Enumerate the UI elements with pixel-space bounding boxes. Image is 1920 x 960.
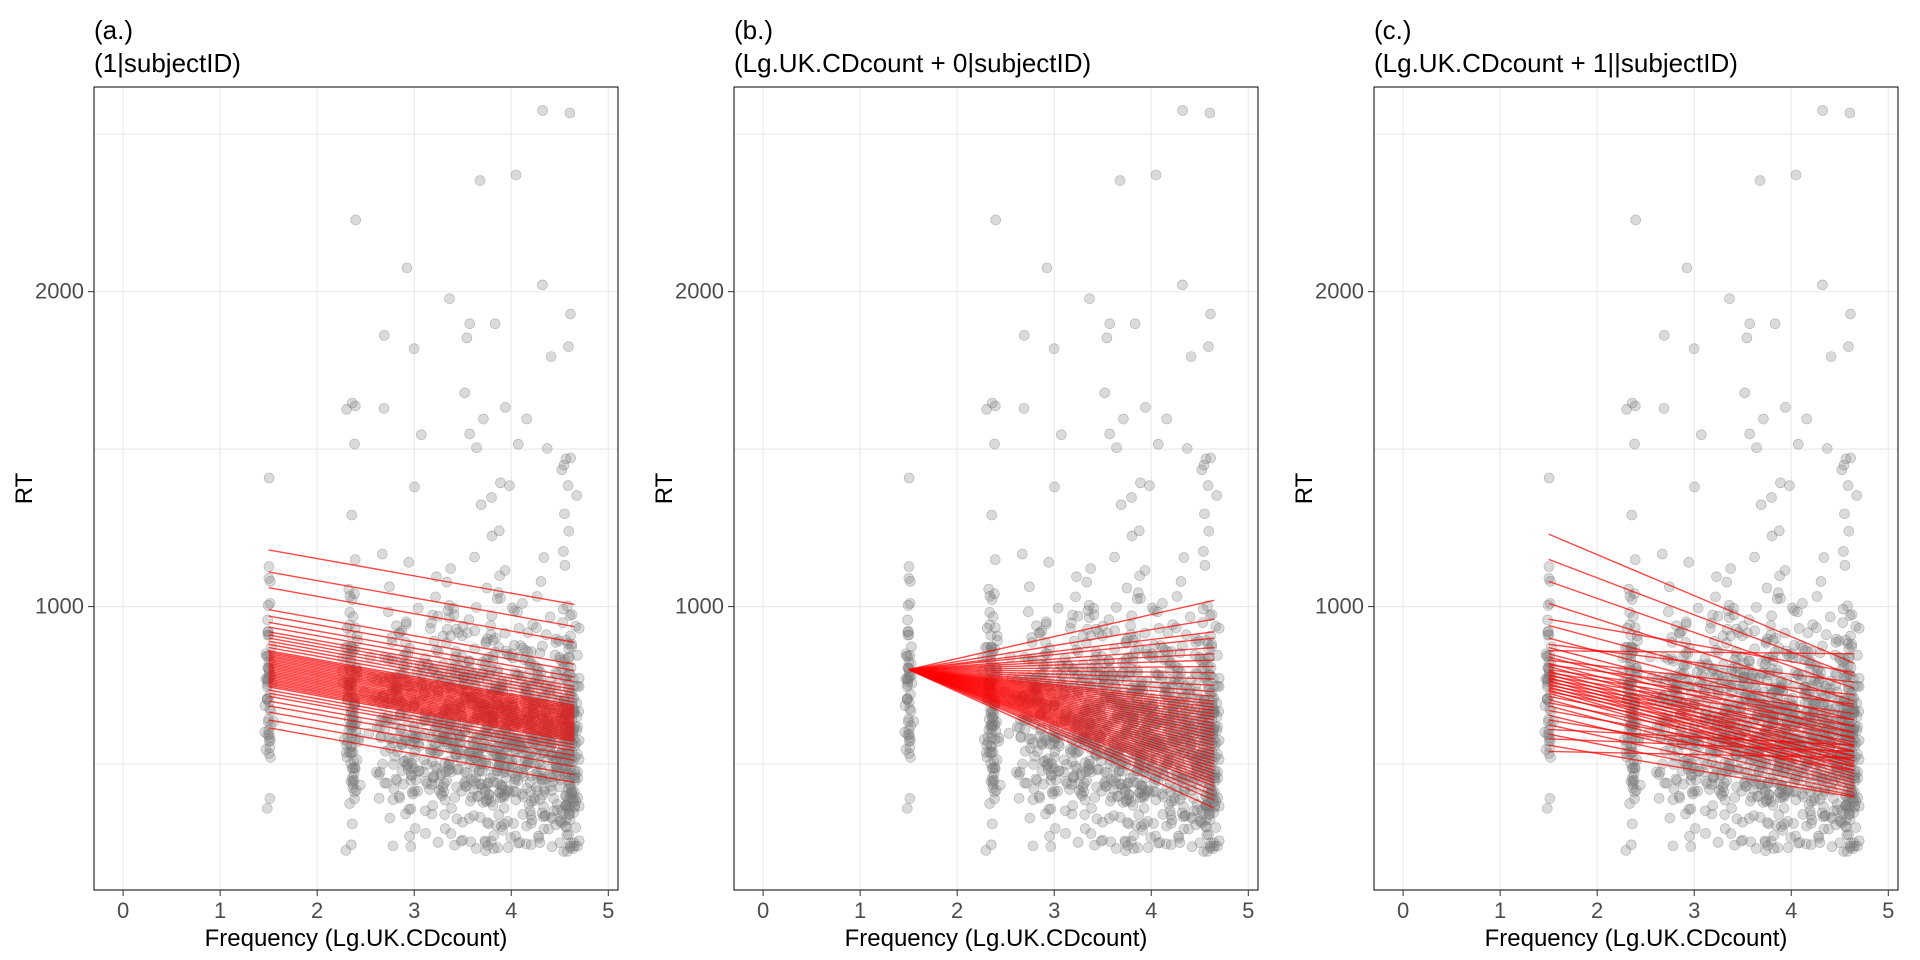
panel-b-title-top: (b.) (734, 14, 1270, 47)
svg-text:5: 5 (1882, 898, 1894, 923)
svg-text:0: 0 (757, 898, 769, 923)
panel-c-title-top: (c.) (1374, 14, 1910, 47)
panel-b-title: (b.) (Lg.UK.CDcount + 0|subjectID) (650, 14, 1270, 79)
svg-text:5: 5 (1242, 898, 1254, 923)
panel-a-title-top: (a.) (94, 14, 630, 47)
svg-text:1: 1 (854, 898, 866, 923)
panel-b-plot: 0 1 2 3 4 5 1000 2000 Frequency (Lg.UK.CDcount) R… (650, 79, 1270, 960)
svg-text:1000: 1000 (675, 594, 724, 619)
y-axis-title: RT (651, 472, 678, 504)
svg-text:4: 4 (1785, 898, 1797, 923)
panel-c-svg: 0 1 2 3 4 5 1000 2000 Frequency (Lg.UK.CDcount) R… (1290, 79, 1910, 960)
figure-row: (a.) (1|subjectID) 0 1 2 3 4 5 1000 2000 Frequen… (0, 0, 1920, 960)
panel-b: (b.) (Lg.UK.CDcount + 0|subjectID) 0 1 2 3 4… (640, 0, 1280, 960)
svg-text:3: 3 (408, 898, 420, 923)
svg-text:2000: 2000 (1315, 279, 1364, 304)
x-axis-title: Frequency (Lg.UK.CDcount) (1485, 925, 1788, 952)
panel-a-svg: 0 1 2 3 4 5 1000 2000 Frequency (Lg.UK.CDcount) R… (10, 79, 630, 960)
panel-c-title: (c.) (Lg.UK.CDcount + 1||subjectID) (1290, 14, 1910, 79)
svg-text:0: 0 (117, 898, 129, 923)
panel-a: (a.) (1|subjectID) 0 1 2 3 4 5 1000 2000 Frequen… (0, 0, 640, 960)
svg-text:2: 2 (1591, 898, 1603, 923)
y-axis-title: RT (11, 472, 38, 504)
panel-c: (c.) (Lg.UK.CDcount + 1||subjectID) 0 1 2 3… (1280, 0, 1920, 960)
svg-text:3: 3 (1688, 898, 1700, 923)
panel-a-title: (a.) (1|subjectID) (10, 14, 630, 79)
svg-text:0: 0 (1397, 898, 1409, 923)
x-axis-title: Frequency (Lg.UK.CDcount) (205, 925, 508, 952)
svg-text:2000: 2000 (675, 279, 724, 304)
svg-text:3: 3 (1048, 898, 1060, 923)
svg-text:1000: 1000 (1315, 594, 1364, 619)
svg-text:1: 1 (1494, 898, 1506, 923)
panel-c-plot: 0 1 2 3 4 5 1000 2000 Frequency (Lg.UK.CDcount) R… (1290, 79, 1910, 960)
panel-a-title-formula: (1|subjectID) (94, 47, 630, 80)
svg-text:4: 4 (505, 898, 517, 923)
x-axis-title: Frequency (Lg.UK.CDcount) (845, 925, 1148, 952)
svg-text:1: 1 (214, 898, 226, 923)
svg-text:2: 2 (311, 898, 323, 923)
panel-c-title-formula: (Lg.UK.CDcount + 1||subjectID) (1374, 47, 1910, 80)
y-axis-title: RT (1291, 472, 1318, 504)
panel-b-svg: 0 1 2 3 4 5 1000 2000 Frequency (Lg.UK.CDcount) R… (650, 79, 1270, 960)
svg-text:2000: 2000 (35, 279, 84, 304)
svg-text:1000: 1000 (35, 594, 84, 619)
svg-text:2: 2 (951, 898, 963, 923)
panel-b-title-formula: (Lg.UK.CDcount + 0|subjectID) (734, 47, 1270, 80)
svg-text:4: 4 (1145, 898, 1157, 923)
panel-a-plot: 0 1 2 3 4 5 1000 2000 Frequency (Lg.UK.CDcount) R… (10, 79, 630, 960)
svg-text:5: 5 (602, 898, 614, 923)
